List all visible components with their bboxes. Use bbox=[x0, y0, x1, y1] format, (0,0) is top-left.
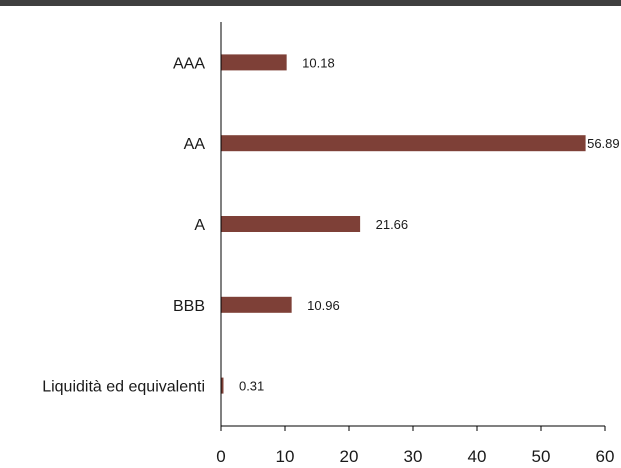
bar-aa bbox=[221, 135, 586, 152]
bar-bbb bbox=[221, 296, 292, 313]
bar-liquidita-ed-equivalenti bbox=[221, 377, 224, 394]
x-tick-label: 40 bbox=[468, 447, 487, 466]
data-label-aaa: 10.18 bbox=[302, 55, 335, 70]
x-tick-label: 60 bbox=[596, 447, 615, 466]
data-label-aa: 56.89 bbox=[587, 136, 620, 151]
x-tick-label: 30 bbox=[404, 447, 423, 466]
x-axis-ticks: 0 10 20 30 40 50 60 bbox=[216, 426, 614, 466]
category-label-aaa: AAA bbox=[173, 55, 205, 72]
category-label-a: A bbox=[194, 217, 205, 234]
bars bbox=[221, 54, 586, 394]
bar-a bbox=[221, 216, 361, 232]
x-tick-label: 10 bbox=[276, 447, 295, 466]
category-label-aa: AA bbox=[184, 136, 206, 153]
x-tick-label: 50 bbox=[532, 447, 551, 466]
data-label-a: 21.66 bbox=[376, 217, 409, 232]
bar-aaa bbox=[221, 54, 287, 71]
x-tick-label: 0 bbox=[216, 447, 225, 466]
data-labels: 10.18 56.89 21.66 10.96 0.31 bbox=[239, 55, 620, 393]
header-rule bbox=[0, 0, 621, 6]
data-label-bbb: 10.96 bbox=[307, 298, 340, 313]
x-tick-label: 20 bbox=[340, 447, 359, 466]
category-label-bbb: BBB bbox=[173, 298, 205, 315]
category-label-liquidita-ed-equivalenti: Liquidità ed equivalenti bbox=[42, 379, 205, 396]
data-label-liquidita-ed-equivalenti: 0.31 bbox=[239, 379, 264, 394]
